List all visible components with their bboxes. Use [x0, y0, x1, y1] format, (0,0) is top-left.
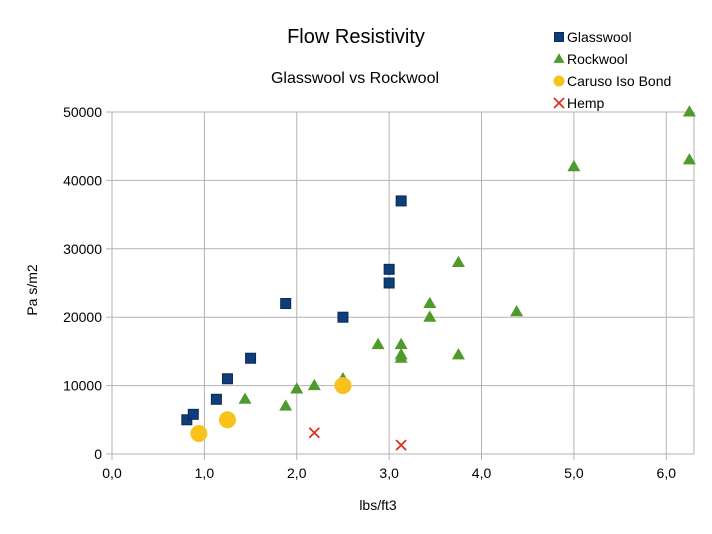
point-glasswool — [210, 393, 222, 405]
data-points — [181, 105, 696, 451]
tick-labels: 0 10000 20000 30000 40000 50000 0,0 1,0 2,0 3,0 4,… — [63, 104, 676, 481]
y-tick-label: 50000 — [63, 104, 102, 120]
point-rockwool — [510, 304, 524, 317]
point-rockwool — [682, 105, 696, 117]
point-caruso-iso-bond — [334, 377, 352, 395]
point-glasswool — [245, 352, 257, 364]
point-glasswool — [383, 277, 395, 289]
point-glasswool — [187, 408, 199, 420]
chart-subtitle: Glasswool vs Rockwool — [271, 70, 439, 87]
chart-title: Flow Resistivity — [287, 26, 425, 48]
y-tick-label: 30000 — [63, 241, 102, 257]
point-rockwool — [307, 378, 321, 391]
x-tick-label: 0,0 — [102, 465, 122, 481]
legend-marker-glasswool — [554, 32, 564, 42]
legend-marker-caruso-iso-bond — [553, 75, 565, 87]
x-tick-label: 5,0 — [564, 465, 584, 481]
point-rockwool — [394, 337, 408, 350]
point-rockwool — [567, 159, 581, 172]
x-tick-label: 1,0 — [195, 465, 215, 481]
x-tick-label: 4,0 — [472, 465, 492, 481]
point-rockwool — [279, 399, 293, 411]
point-rockwool — [423, 296, 437, 309]
y-tick-label: 10000 — [63, 378, 102, 394]
legend-label-caruso-iso-bond: Caruso Iso Bond — [567, 73, 671, 89]
x-tick-label: 6,0 — [657, 465, 677, 481]
point-rockwool — [682, 153, 696, 165]
x-tick-label: 3,0 — [379, 465, 399, 481]
y-tick-label: 0 — [94, 446, 102, 462]
point-glasswool — [280, 298, 292, 310]
point-glasswool — [337, 311, 349, 323]
x-axis-label: lbs/ft3 — [359, 497, 397, 513]
point-glasswool — [383, 263, 395, 275]
axes — [106, 111, 667, 460]
legend-marker-rockwool — [553, 53, 565, 63]
legend-marker-hemp — [553, 97, 565, 109]
point-hemp — [395, 439, 407, 451]
legend: Glasswool Rockwool Caruso Iso Bond Hemp — [553, 29, 671, 111]
point-glasswool — [395, 195, 407, 207]
legend-label-hemp: Hemp — [567, 95, 605, 111]
point-hemp — [308, 427, 320, 439]
point-rockwool — [371, 337, 385, 350]
y-tick-label: 20000 — [63, 309, 102, 325]
y-tick-label: 40000 — [63, 172, 102, 188]
point-rockwool — [451, 348, 465, 360]
point-rockwool — [423, 310, 437, 322]
x-tick-label: 2,0 — [287, 465, 307, 481]
point-rockwool — [451, 255, 465, 268]
point-rockwool — [238, 392, 252, 404]
grid — [111, 111, 695, 455]
point-rockwool — [394, 348, 408, 360]
legend-label-glasswool: Glasswool — [567, 29, 632, 45]
y-axis-label: Pa s/m2 — [24, 264, 40, 316]
point-caruso-iso-bond — [190, 424, 208, 442]
legend-label-rockwool: Rockwool — [567, 51, 628, 67]
point-caruso-iso-bond — [218, 411, 236, 429]
point-rockwool — [290, 382, 304, 394]
point-glasswool — [221, 373, 233, 385]
